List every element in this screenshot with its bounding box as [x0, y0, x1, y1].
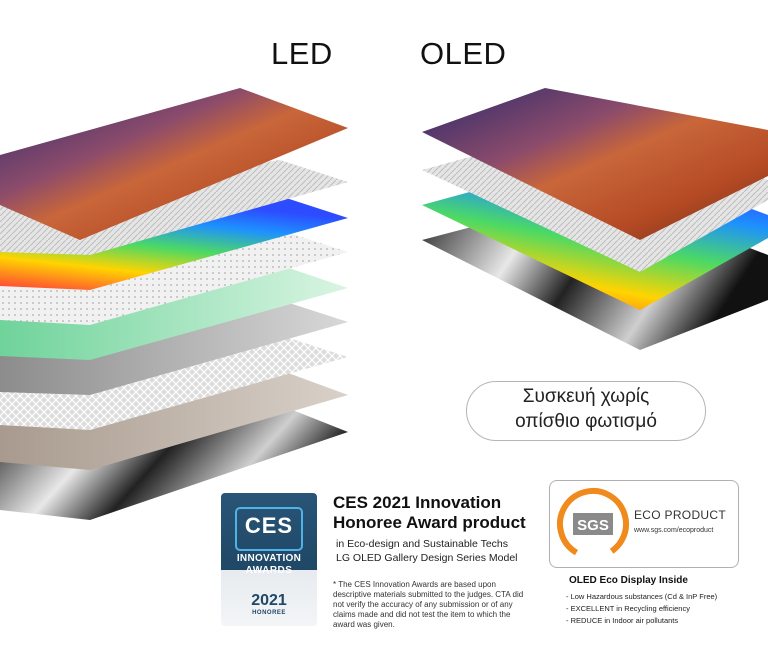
- award-heading-line-2: Honoree Award product: [333, 513, 526, 532]
- sgs-url: www.sgs.com/ecoproduct: [634, 527, 714, 534]
- no-backlight-note: Συσκευή χωρίς οπίσθιο φωτισμό: [466, 381, 706, 441]
- ces-badge-honoree: HONOREE: [252, 610, 286, 616]
- eco-display-title: OLED Eco Display Inside: [569, 575, 688, 586]
- sgs-logo-icon: SGS: [557, 488, 629, 560]
- led-title: LED: [271, 36, 333, 71]
- sgs-eco-label: ECO PRODUCT: [634, 508, 726, 522]
- ces-badge-awards: AWARDS: [245, 565, 293, 576]
- note-line-1: Συσκευή χωρίς: [522, 386, 650, 407]
- ces-innovation-badge: CES INNOVATION AWARDS 2021 HONOREE: [221, 493, 317, 626]
- eco-item: - REDUCE in Indoor air pollutants: [566, 616, 679, 625]
- award-heading: CES 2021 Innovation Honoree Award produc…: [333, 493, 526, 533]
- sgs-eco-product-badge: SGS ECO PRODUCT www.sgs.com/ecoproduct: [549, 480, 739, 568]
- award-subtitle: in Eco-design and Sustainable Techs LG O…: [336, 537, 518, 565]
- award-sub-line-2: LG OLED Gallery Design Series Model: [336, 552, 518, 564]
- note-line-2: οπίσθιο φωτισμό: [515, 411, 657, 432]
- eco-item: - Low Hazardous substances (Cd & InP Fre…: [566, 592, 718, 601]
- ces-badge-innovation: INNOVATION: [236, 553, 302, 564]
- award-disclaimer: * The CES Innovation Awards are based up…: [333, 580, 524, 629]
- ces-logo-text: CES: [244, 513, 294, 538]
- ces-logo-icon: [235, 507, 303, 551]
- oled-title: OLED: [420, 36, 507, 71]
- ces-badge-year: 2021: [251, 592, 287, 609]
- sgs-logo-text: SGS: [577, 517, 609, 534]
- eco-feature-list: - Low Hazardous substances (Cd & InP Fre…: [566, 591, 717, 627]
- eco-item: - EXCELLENT in Recycling efficiency: [566, 604, 690, 613]
- award-sub-line-1: in Eco-design and Sustainable Techs: [336, 538, 509, 550]
- award-heading-line-1: CES 2021 Innovation: [333, 493, 502, 512]
- led-stack: [0, 88, 348, 520]
- oled-stack: [422, 88, 768, 350]
